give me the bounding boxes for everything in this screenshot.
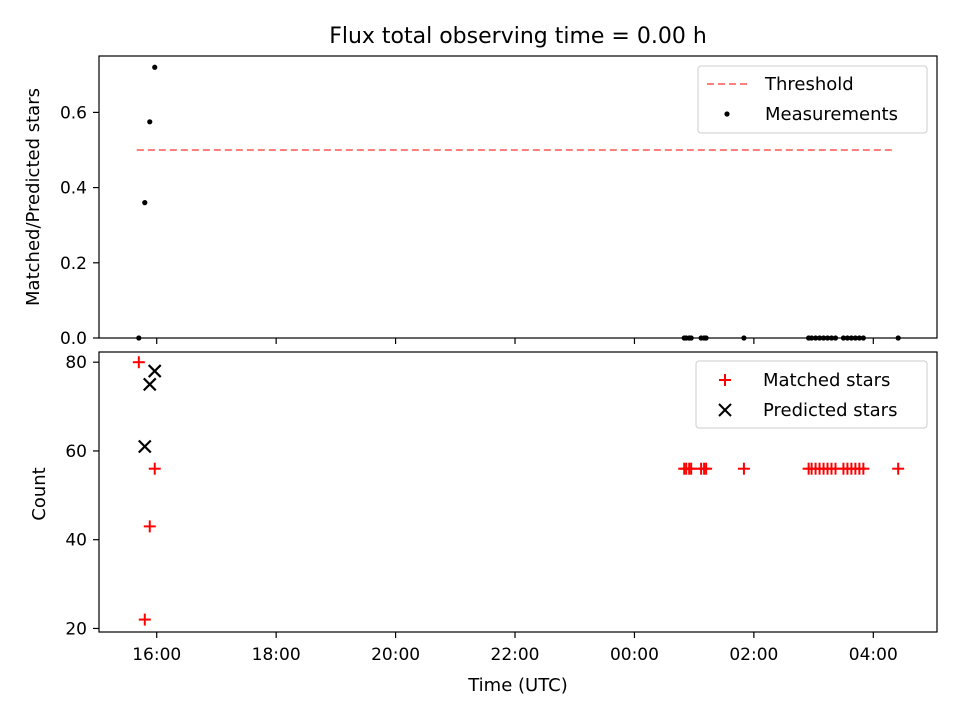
top-panel-y-axis-label: Matched/Predicted stars (23, 88, 44, 306)
measurements-point-2 (147, 119, 153, 125)
bottom-panel-y-axis-label: Count (29, 467, 50, 520)
top-legend-box (697, 65, 928, 134)
legend-threshold-label: Threshold (764, 74, 854, 95)
top-y-tick-label-0: 0.0 (60, 329, 87, 349)
bottom-x-tick-label-4: 00:00 (610, 645, 659, 665)
bottom-x-tick-label-3: 22:00 (491, 645, 540, 665)
top-y-tick-label-3: 0.6 (60, 103, 87, 123)
matched-stars-point-1 (138, 613, 151, 626)
measurements-point-1 (142, 200, 148, 206)
bottom-y-tick-label-1: 40 (65, 531, 87, 551)
bottom-panel: 16:00 18:00 20:00 22:00 00:00 02:00 04:00 20 40… (29, 351, 938, 696)
predicted-stars-point-1 (142, 377, 157, 392)
bottom-x-tick-label-0: 16:00 (132, 645, 181, 665)
legend-predicted-stars-label: Predicted stars (763, 400, 897, 421)
top-y-tick-label-2: 0.4 (60, 179, 87, 199)
legend-matched-stars-label: Matched stars (763, 370, 890, 391)
bottom-panel-marks (132, 356, 905, 626)
bottom-panel-y-ticks: 20 40 60 80 (65, 353, 99, 639)
bottom-panel-x-ticks: 16:00 18:00 20:00 22:00 00:00 02:00 04:00 (132, 632, 898, 665)
bottom-x-tick-label-2: 20:00 (371, 645, 420, 665)
bottom-x-tick-label-6: 04:00 (849, 645, 898, 665)
legend-measurements-label: Measurements (765, 104, 898, 125)
bottom-y-tick-label-3: 80 (65, 353, 87, 373)
bottom-y-tick-label-2: 60 (65, 442, 87, 462)
bottom-x-tick-label-5: 02:00 (729, 645, 778, 665)
matched-stars-point-2 (143, 520, 156, 533)
bottom-legend-box (695, 360, 928, 429)
bottom-panel-x-axis-label: Time (UTC) (467, 675, 568, 696)
matched-stars-point-3 (148, 462, 161, 475)
matched-stars-point-26 (892, 462, 905, 475)
top-panel-x-ticks (156, 338, 874, 344)
top-panel-legend: Threshold Measurements (697, 65, 928, 134)
matched-stars-point-0 (132, 356, 145, 369)
matched-stars-point-11 (737, 462, 750, 475)
predicted-stars-point-2 (147, 364, 162, 378)
bottom-panel-legend: Matched stars Predicted stars (695, 360, 928, 429)
legend-predicted-stars-swatch (718, 403, 732, 417)
matched-stars-point-25 (857, 462, 870, 475)
top-panel-y-ticks: 0.0 0.2 0.4 0.6 (60, 103, 99, 349)
bottom-x-tick-label-1: 18:00 (252, 645, 301, 665)
top-panel: 0.0 0.2 0.4 0.6 Matched/Predicted stars Thr… (23, 55, 938, 349)
bottom-panel-frame (98, 351, 938, 633)
bottom-y-tick-label-0: 20 (65, 619, 87, 639)
legend-matched-stars-swatch (719, 374, 731, 386)
predicted-stars-point-0 (138, 439, 152, 454)
top-y-tick-label-1: 0.2 (60, 254, 87, 274)
matched-stars-point-10 (700, 462, 713, 475)
legend-measurements-swatch (724, 111, 730, 117)
measurements-point-3 (152, 64, 158, 70)
figure-title: Flux total observing time = 0.00 h (329, 24, 707, 49)
top-panel-frame (98, 55, 938, 339)
